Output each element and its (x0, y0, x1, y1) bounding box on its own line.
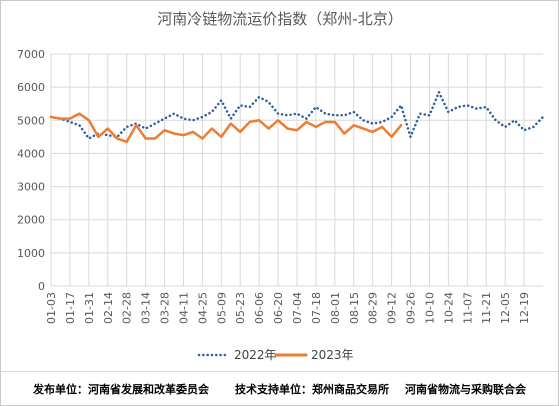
footer-association: 河南省物流与采购联合会 (405, 383, 526, 396)
x-tick-label: 06-06 (253, 292, 266, 324)
y-tick-label: 1000 (17, 247, 45, 260)
x-tick-label: 03-28 (159, 292, 172, 324)
footer-support: 技术支持单位：郑州商品交易所 (235, 383, 389, 396)
x-tick-label: 11-21 (480, 292, 493, 324)
legend-label-1: 2022年 (234, 348, 277, 362)
x-tick-label: 10-24 (442, 292, 455, 324)
x-tick-label: 08-01 (329, 292, 342, 324)
series-lines (49, 90, 545, 144)
grid-lines (50, 53, 543, 287)
line-chart: 河南冷链物流运价指数（郑州-北京） 0 1000 2000 3000 4000 5000 6… (17, 10, 545, 362)
x-tick-label: 07-04 (291, 292, 304, 324)
x-tick-label: 02-28 (121, 292, 134, 324)
x-tick-label: 01-03 (45, 292, 58, 324)
x-tick-label: 09-12 (386, 292, 399, 324)
footer-publisher: 发布单位：河南省发展和改革委员会 (33, 383, 209, 396)
footer: 发布单位：河南省发展和改革委员会 技术支持单位：郑州商品交易所 河南省物流与采购… (1, 371, 558, 406)
y-tick-label: 3000 (17, 181, 45, 194)
chart-title: 河南冷链物流运价指数（郑州-北京） (157, 10, 402, 28)
x-tick-label: 04-25 (196, 292, 209, 324)
x-tick-label: 02-14 (102, 292, 115, 324)
y-tick-label: 6000 (17, 81, 45, 94)
x-tick-label: 08-29 (367, 292, 380, 324)
y-tick-label: 0 (38, 280, 45, 293)
y-tick-label: 5000 (17, 114, 45, 127)
series-line-2 (49, 112, 403, 144)
legend-label-2: 2023年 (311, 348, 354, 362)
y-tick-label: 7000 (17, 48, 45, 61)
x-tick-label: 01-31 (83, 292, 96, 324)
x-tick-label: 07-18 (310, 292, 323, 324)
x-tick-label: 11-07 (461, 292, 474, 324)
x-tick-label: 03-14 (140, 292, 153, 324)
series-line-1 (49, 90, 545, 140)
y-axis: 0 1000 2000 3000 4000 5000 6000 7000 (17, 48, 45, 293)
x-tick-label: 05-23 (234, 292, 247, 324)
x-tick-label: 12-19 (518, 292, 531, 324)
legend: 2022年 2023年 (197, 348, 354, 362)
y-tick-label: 4000 (17, 147, 45, 160)
x-tick-label: 04-11 (177, 292, 190, 324)
x-tick-label: 12-05 (499, 292, 512, 324)
y-tick-label: 2000 (17, 214, 45, 227)
x-tick-label: 10-10 (423, 292, 436, 324)
x-tick-label: 08-15 (348, 292, 361, 324)
x-tick-label: 06-20 (272, 292, 285, 324)
x-tick-label: 09-26 (405, 292, 418, 324)
x-tick-label: 05-09 (215, 292, 228, 324)
x-tick-label: 01-17 (64, 292, 77, 324)
x-axis: 01-03 01-17 01-31 02-14 02-28 03-14 03-28 04-11… (45, 292, 531, 324)
